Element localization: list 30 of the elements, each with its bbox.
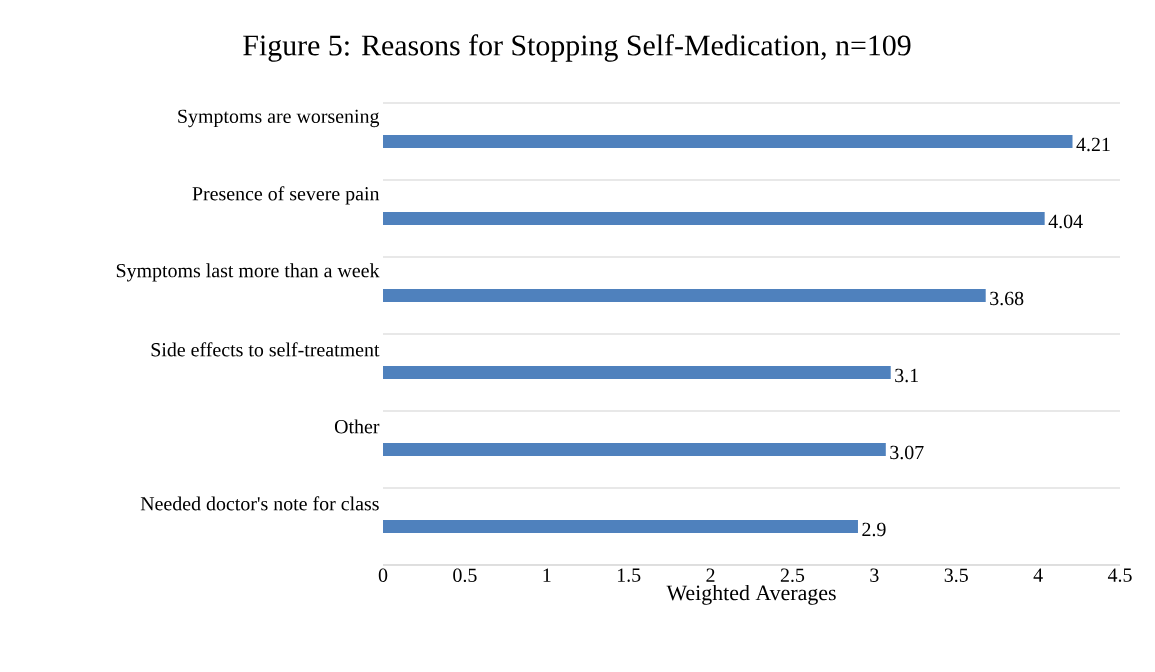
- data-label: 4.04: [1048, 214, 1083, 229]
- bar: [383, 288, 986, 302]
- x-axis-title: Weighted Averages: [666, 584, 836, 605]
- bar: [383, 519, 858, 533]
- x-tick-label: 1: [543, 568, 551, 582]
- y-tick-label: Presence of severe pain: [192, 186, 380, 205]
- data-label: 3.68: [990, 291, 1024, 306]
- data-label: 2.9: [862, 522, 886, 537]
- data-label: 3.1: [895, 368, 918, 383]
- y-tick-label: Symptoms last more than a week: [116, 263, 380, 282]
- x-tick-label: 4.5: [1107, 568, 1132, 582]
- x-tick-label: 2.5: [780, 568, 805, 582]
- x-tick-label: 4: [1033, 568, 1043, 582]
- x-tick-label: 0: [378, 568, 388, 582]
- x-tick-label: 3.5: [944, 568, 968, 582]
- x-tick-label: 3: [870, 568, 879, 582]
- y-tick-label: Needed doctor's note for class: [140, 496, 379, 511]
- data-label: 4.21: [1076, 137, 1110, 152]
- x-tick-label: 0.5: [453, 568, 477, 583]
- bar: [383, 442, 886, 456]
- bar: [383, 211, 1045, 225]
- y-tick-label: Symptoms are worsening: [178, 109, 380, 128]
- data-label: 3.07: [890, 445, 924, 460]
- bar: [383, 365, 891, 379]
- y-tick-label: Other: [334, 419, 380, 434]
- x-tick-label: 2: [706, 568, 715, 582]
- y-tick-label: Side effects to self-treatment: [151, 342, 380, 357]
- bar: [383, 134, 1073, 148]
- x-tick-label: 1.5: [617, 568, 641, 582]
- chart-title: Figure 5: Reasons for Stopping Self-Medication, n=109: [243, 34, 911, 62]
